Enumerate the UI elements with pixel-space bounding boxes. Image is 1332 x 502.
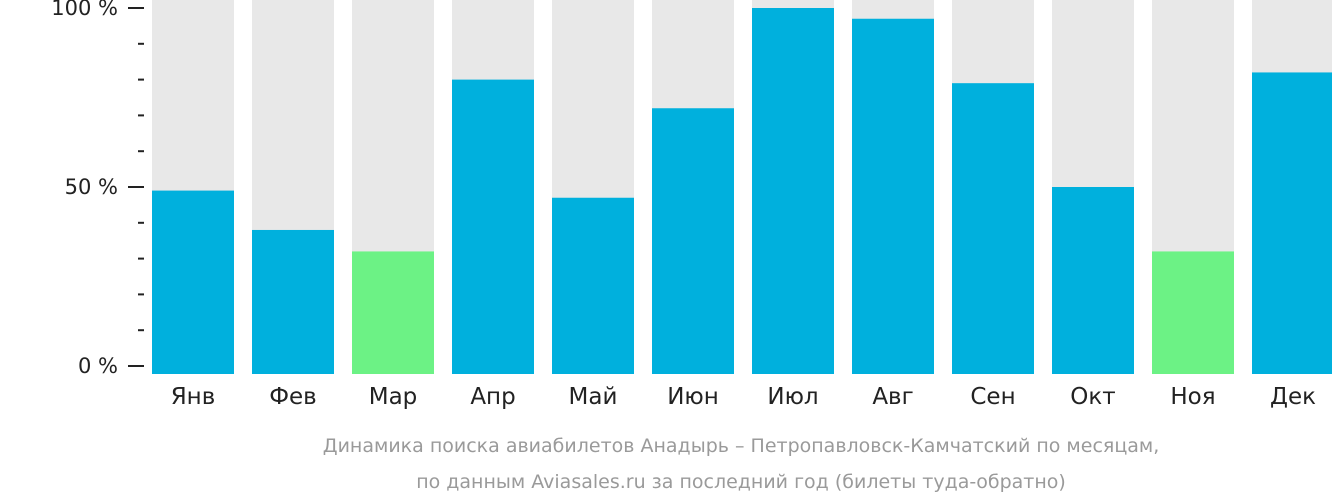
x-tick-label-4: Апр <box>470 384 515 410</box>
bar-10 <box>1052 187 1134 374</box>
x-tick-label-10: Окт <box>1070 384 1115 410</box>
bar-12 <box>1252 72 1332 374</box>
bar-11 <box>1152 251 1234 374</box>
bar-3 <box>352 251 434 374</box>
bar-8 <box>852 18 934 375</box>
bar-2 <box>252 229 334 374</box>
bar-5 <box>552 197 634 374</box>
x-tick-label-3: Мар <box>369 384 418 410</box>
x-tick-label-12: Дек <box>1270 384 1316 410</box>
bar-4 <box>452 79 534 374</box>
x-tick-label-5: Май <box>569 384 618 410</box>
y-axis: 0 % 50 % 100 % <box>51 0 144 378</box>
caption-line-2: по данным Aviasales.ru за последний год … <box>416 471 1066 493</box>
x-tick-label-1: Янв <box>171 384 216 410</box>
y-tick-label-50: 50 % <box>65 175 118 199</box>
bar-7 <box>752 8 834 374</box>
x-tick-label-9: Сен <box>970 384 1015 410</box>
bars <box>152 8 1332 375</box>
x-tick-label-2: Фев <box>269 384 317 410</box>
y-tick-label-0: 0 % <box>78 354 118 378</box>
x-tick-label-7: Июл <box>767 384 818 410</box>
bar-9 <box>952 83 1034 375</box>
caption-line-1: Динамика поиска авиабилетов Анадырь – Пе… <box>323 435 1160 457</box>
x-tick-label-11: Ноя <box>1170 384 1215 410</box>
x-tick-label-6: Июн <box>667 384 719 410</box>
x-tick-label-8: Авг <box>872 384 913 410</box>
bar-6 <box>652 108 734 375</box>
y-tick-label-100: 100 % <box>51 0 118 20</box>
x-axis-labels: Янв Фев Мар Апр Май Июн Июл Авг Сен Окт Ноя Дек <box>171 384 1316 410</box>
bar-1 <box>152 190 234 374</box>
